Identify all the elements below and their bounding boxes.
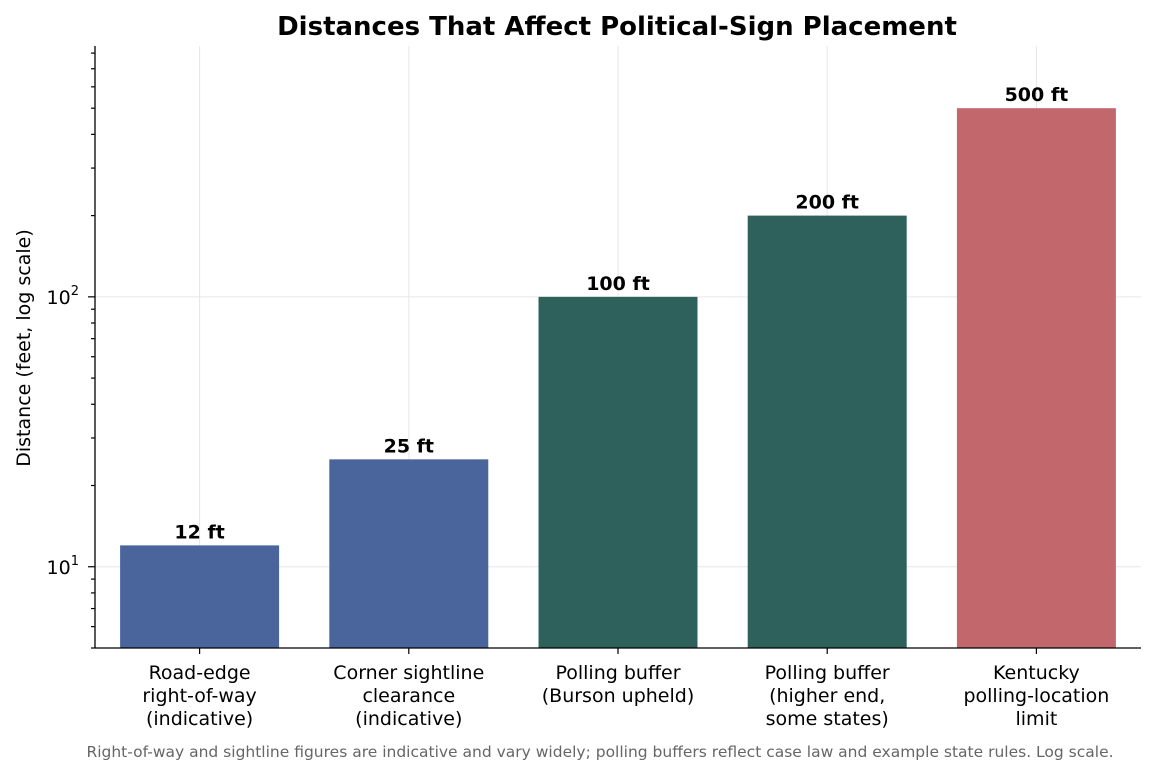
x-tick-label: Road-edge right-of-way (indicative) xyxy=(142,662,256,730)
footnote: Right-of-way and sightline figures are i… xyxy=(86,743,1113,761)
x-tick-label: Kentucky polling-location limit xyxy=(963,662,1109,730)
bars-layer: 12 ft 25 ft 100 ft 200 ft 500 ft xyxy=(120,84,1116,648)
y-axis-label: Distance (feet, log scale) xyxy=(13,229,35,467)
data-label: 12 ft xyxy=(174,521,224,543)
x-tick-label: Corner sightline clearance (indicative) xyxy=(333,662,484,730)
axes-layer: Road-edge right-of-way (indicative) Corner … xyxy=(47,46,1141,730)
chart-title: Distances That Affect Political-Sign Pla… xyxy=(277,12,957,42)
data-label: 200 ft xyxy=(795,192,859,214)
bar xyxy=(956,108,1116,648)
x-tick-label: Polling buffer (Burson upheld) xyxy=(542,662,695,707)
x-tick-label: Polling buffer (higher end, some states) xyxy=(765,662,890,730)
bar xyxy=(120,545,280,648)
bar xyxy=(538,296,698,648)
bar xyxy=(329,459,489,648)
y-tick-label: 102 xyxy=(47,284,79,309)
data-label: 25 ft xyxy=(384,435,434,457)
data-label: 500 ft xyxy=(1005,84,1069,106)
y-tick-label: 101 xyxy=(47,554,79,579)
data-label: 100 ft xyxy=(586,273,650,295)
bar xyxy=(747,215,907,648)
